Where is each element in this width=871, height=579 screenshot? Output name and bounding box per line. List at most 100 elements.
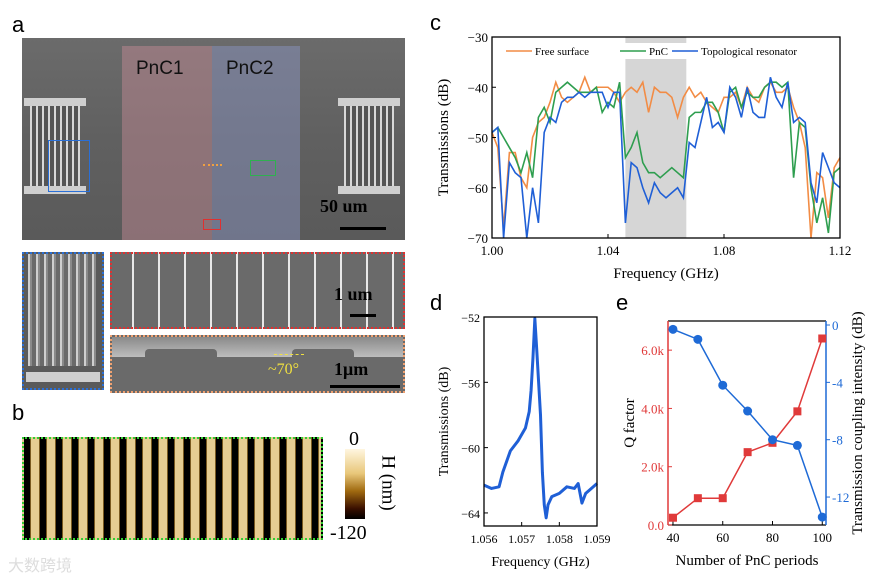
angle-label: ~70° <box>268 361 300 378</box>
e-x-tick-label: 80 <box>766 530 779 545</box>
red-zoom-box <box>203 219 221 230</box>
scale-label-50um: 50 um <box>320 196 368 216</box>
e-x-tick-label: 100 <box>813 530 833 545</box>
e-q-factor-marker <box>818 334 827 343</box>
panel-label-a: a <box>12 12 25 37</box>
d-x-tick-label: 1.059 <box>584 532 611 546</box>
scale-label-1um-top: 1 um <box>334 284 373 304</box>
e-q-factor-marker <box>668 513 677 522</box>
green-zoom-box <box>250 160 276 176</box>
c-legend-label-free: Free surface <box>535 46 589 58</box>
e-x-tick-label: 60 <box>716 530 729 545</box>
c-x-tick-label: 1.12 <box>829 243 852 258</box>
d-resonance-curve <box>483 317 598 520</box>
d-y-axis-label: Transmissions (dB) <box>437 366 452 476</box>
angle-line <box>274 354 304 355</box>
watermark: 大数跨境 <box>8 556 73 575</box>
sem-image-overview: PnC1 PnC2 50 um <box>22 38 405 240</box>
d-y-tick-label: −52 <box>461 311 480 325</box>
e-coupling-marker <box>792 440 802 450</box>
e-coupling-marker <box>768 435 778 445</box>
pnc-ridge-1 <box>145 349 217 359</box>
e-q-factor-marker <box>793 407 802 416</box>
pnc1-label: PnC1 <box>136 58 184 79</box>
c-y-axis-label: Transmissions (dB) <box>436 79 452 196</box>
c-y-tick-label: −60 <box>468 181 488 196</box>
right-idt-bottom-bus <box>338 186 400 194</box>
blue-zoom-box <box>48 140 90 192</box>
e-y2-tick-label: -8 <box>832 433 843 448</box>
colorbar-max-label: 0 <box>349 428 359 450</box>
e-coupling-marker <box>668 324 678 334</box>
d-x-tick-label: 1.057 <box>508 532 535 546</box>
c-x-tick-label: 1.04 <box>597 243 620 258</box>
idt-bus <box>26 372 100 382</box>
c-x-axis-label: Frequency (GHz) <box>613 266 718 282</box>
left-idt-top-bus <box>24 98 86 106</box>
c-legend-label-pnc: PnC <box>649 46 668 58</box>
idt-fingers <box>28 254 96 366</box>
panel-label-c: c <box>430 10 441 35</box>
c-x-tick-label: 1.08 <box>713 243 736 258</box>
e-y-axis-label: Q factor <box>622 398 638 448</box>
inset-red-pnc: 1 um <box>110 252 405 329</box>
e-coupling-marker <box>743 406 753 416</box>
scale-bar-1um-top <box>350 314 376 317</box>
d-x-tick-label: 1.056 <box>471 532 498 546</box>
e-q-factor-marker <box>693 494 702 503</box>
pnc2-region <box>212 46 300 240</box>
c-series-pnc <box>491 80 841 234</box>
e-q-factor-line <box>672 338 823 519</box>
e-y2-axis-label: Transmission coupling intensity (dB) <box>850 311 866 534</box>
e-q-factor-marker <box>718 494 727 503</box>
colorbar-min-label: -120 <box>330 522 367 544</box>
scale-bar-1um-bottom <box>330 385 400 388</box>
left-idt-bottom-bus <box>24 186 86 194</box>
pnc-ridge-2 <box>292 349 354 359</box>
pnc2-label: PnC2 <box>226 58 274 79</box>
left-idt <box>30 106 80 186</box>
d-y-tick-label: −64 <box>461 507 480 521</box>
right-idt <box>344 106 394 186</box>
c-y-tick-label: −30 <box>468 30 488 45</box>
e-y-tick-label: 2.0k <box>641 460 664 475</box>
d-x-tick-label: 1.058 <box>546 532 573 546</box>
afm-height-map <box>22 437 323 540</box>
e-x-axis-label: Number of PnC periods <box>676 553 819 569</box>
e-y2-tick-label: 0 <box>832 318 839 333</box>
c-series-topo <box>491 76 841 239</box>
e-coupling-marker <box>693 334 703 344</box>
c-y-tick-label: −50 <box>468 131 488 146</box>
panel-label-d: d <box>430 290 443 315</box>
e-y-tick-label: 4.0k <box>641 401 664 416</box>
d-x-axis-label: Frequency (GHz) <box>491 555 590 570</box>
d-y-tick-label: −56 <box>461 376 480 390</box>
e-coupling-line <box>672 328 823 518</box>
e-y-tick-label: 0.0 <box>648 518 664 533</box>
c-legend-label-topo: Topological resonator <box>701 46 797 58</box>
panel-label-e: e <box>616 290 629 315</box>
d-y-tick-label: −60 <box>461 442 480 456</box>
c-x-tick-label: 1.00 <box>481 243 504 258</box>
e-y-tick-label: 6.0k <box>641 343 664 358</box>
e-q-factor-marker <box>743 448 752 457</box>
e-x-tick-label: 40 <box>666 530 679 545</box>
e-y2-tick-label: -12 <box>832 490 849 505</box>
colorbar <box>345 449 365 519</box>
scale-label-1um-bottom: 1μm <box>334 359 369 379</box>
inset-orange-cross-section: ~70° 1μm <box>110 335 405 393</box>
e-y2-tick-label: -4 <box>832 375 843 390</box>
e-coupling-marker <box>718 380 728 390</box>
c-series-free <box>491 74 841 239</box>
panel-label-b: b <box>12 400 25 425</box>
e-coupling-marker <box>817 512 827 522</box>
pnc1-region <box>122 46 212 240</box>
inset-blue-idt <box>22 252 104 390</box>
d-plot-frame <box>483 316 598 527</box>
c-y-tick-label: −40 <box>468 80 488 95</box>
c-y-tick-label: −70 <box>468 231 488 246</box>
orange-cross-section-line <box>203 164 222 166</box>
scale-bar-50um <box>340 227 386 230</box>
right-idt-top-bus <box>338 98 400 106</box>
